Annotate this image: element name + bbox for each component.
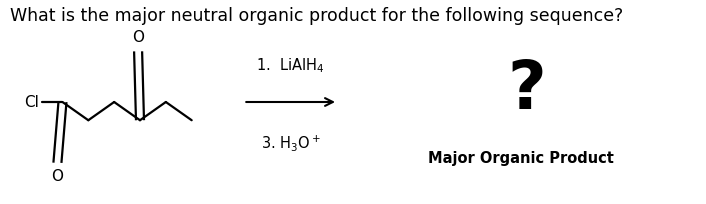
- Text: 3. H$_3$O$^+$: 3. H$_3$O$^+$: [261, 133, 321, 153]
- Text: ?: ?: [508, 57, 546, 123]
- Text: Cl: Cl: [24, 94, 39, 110]
- Text: Major Organic Product: Major Organic Product: [428, 151, 614, 166]
- Text: O: O: [52, 170, 64, 184]
- Text: 1.  LiAlH$_4$: 1. LiAlH$_4$: [256, 56, 325, 75]
- Text: What is the major neutral organic product for the following sequence?: What is the major neutral organic produc…: [10, 7, 623, 25]
- Text: O: O: [132, 30, 144, 45]
